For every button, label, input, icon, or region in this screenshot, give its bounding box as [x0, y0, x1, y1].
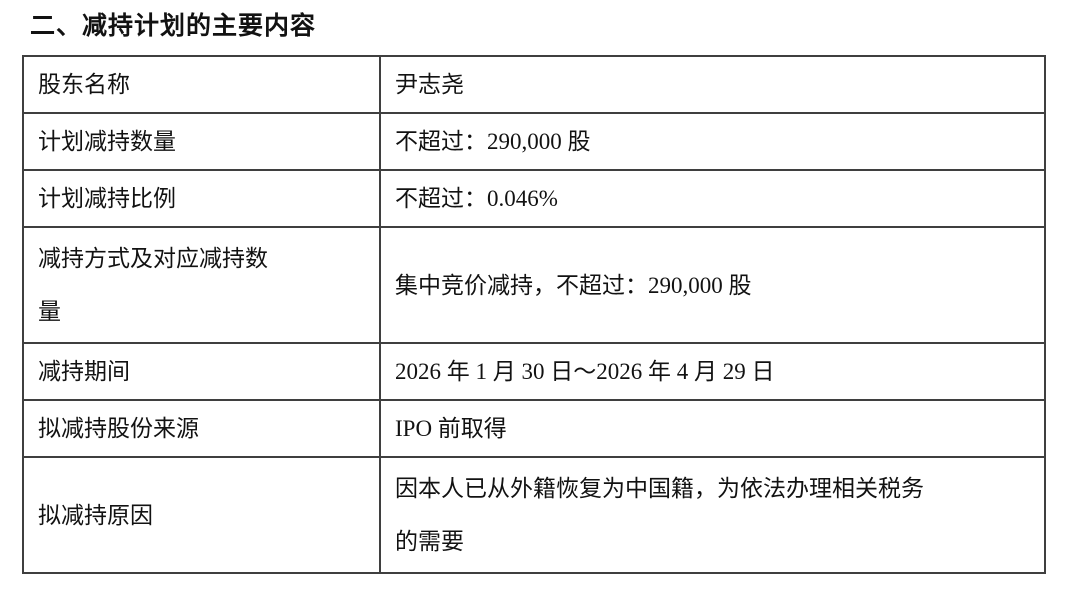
row-value: 不超过：290,000 股	[379, 112, 1046, 171]
row-value: 2026 年 1 月 30 日～2026 年 4 月 29 日	[379, 342, 1046, 401]
table-row-period: 减持期间 2026 年 1 月 30 日～2026 年 4 月 29 日	[22, 342, 1046, 401]
row-value: 集中竞价减持，不超过：290,000 股	[379, 226, 1046, 344]
row-value: 不超过：0.046%	[379, 169, 1046, 228]
table-row-shareholder-name: 股东名称 尹志尧	[22, 55, 1046, 114]
row-label: 股东名称	[22, 55, 381, 114]
row-value: IPO 前取得	[379, 399, 1046, 458]
page-title: 二、减持计划的主要内容	[30, 13, 317, 40]
table-row-planned-ratio: 计划减持比例 不超过：0.046%	[22, 169, 1046, 228]
row-label: 拟减持原因	[22, 456, 381, 574]
table-row-method-and-quantity: 减持方式及对应减持数 量 集中竞价减持，不超过：290,000 股	[22, 226, 1046, 344]
row-value: 因本人已从外籍恢复为中国籍，为依法办理相关税务 的需要	[379, 456, 1046, 574]
reduction-plan-table: 股东名称 尹志尧 计划减持数量 不超过：290,000 股 计划减持比例 不超过…	[22, 55, 1046, 574]
row-label: 减持方式及对应减持数 量	[22, 226, 381, 344]
table-row-planned-quantity: 计划减持数量 不超过：290,000 股	[22, 112, 1046, 171]
row-label: 拟减持股份来源	[22, 399, 381, 458]
table-row-share-source: 拟减持股份来源 IPO 前取得	[22, 399, 1046, 458]
row-label: 计划减持数量	[22, 112, 381, 171]
table-row-reason: 拟减持原因 因本人已从外籍恢复为中国籍，为依法办理相关税务 的需要	[22, 456, 1046, 574]
row-value: 尹志尧	[379, 55, 1046, 114]
row-label: 计划减持比例	[22, 169, 381, 228]
row-label: 减持期间	[22, 342, 381, 401]
